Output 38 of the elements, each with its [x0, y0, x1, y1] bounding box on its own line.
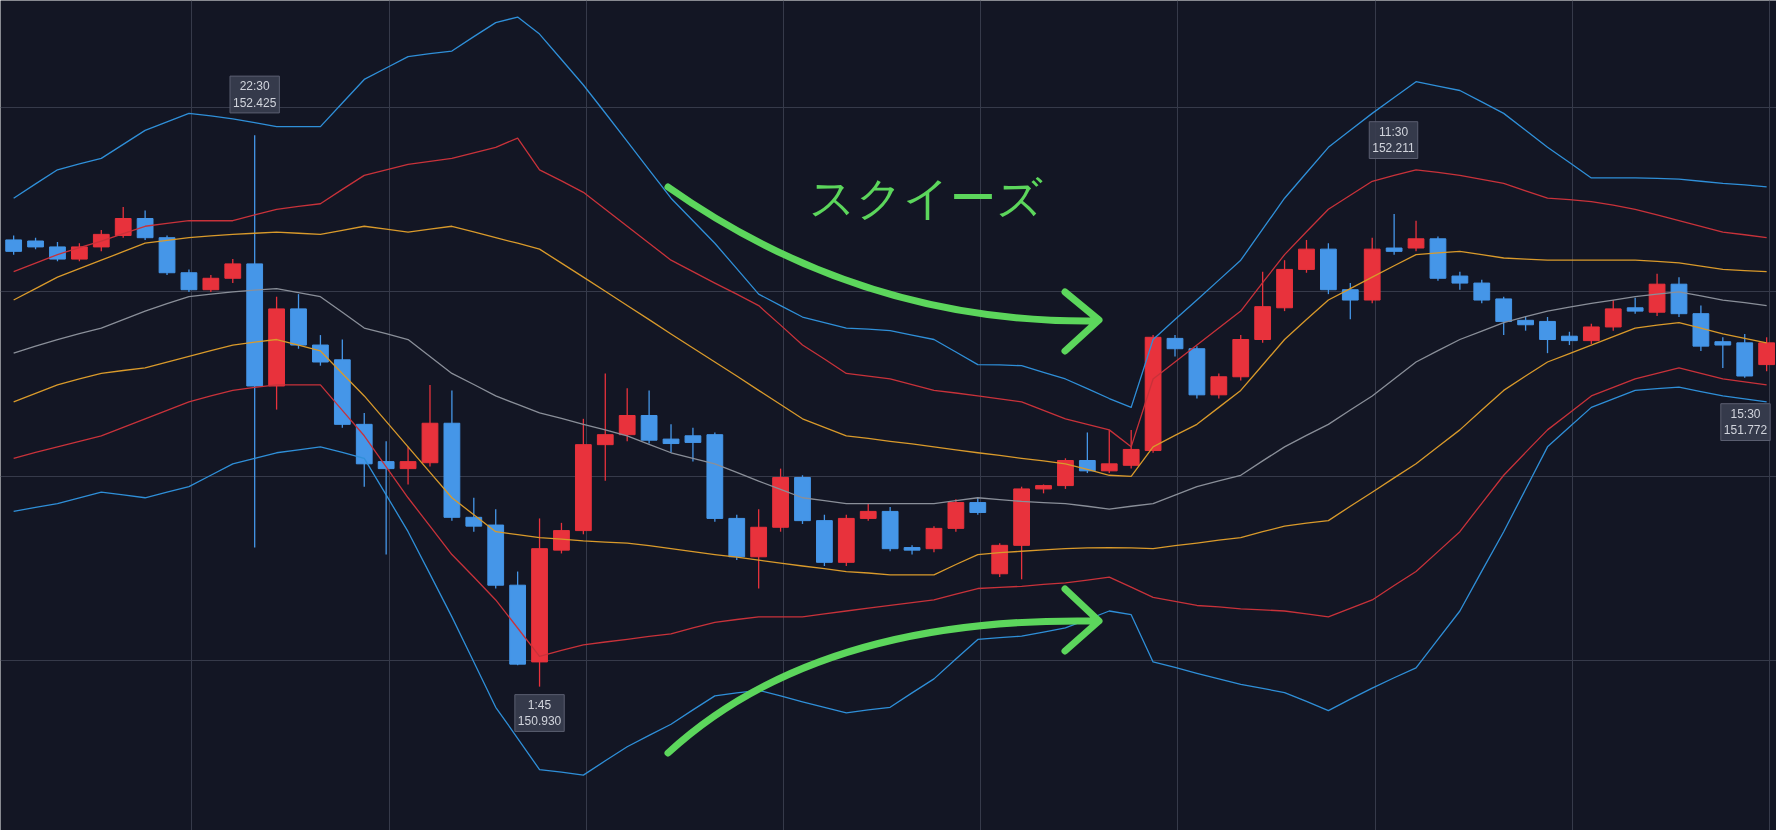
- candlestick: [114, 206, 132, 239]
- candlestick: [1758, 336, 1776, 372]
- candlestick: [1210, 372, 1228, 400]
- candlestick: [5, 234, 23, 256]
- candlestick: [180, 268, 198, 293]
- annotation: 1:45 150.930: [517, 697, 562, 729]
- candlestick: [224, 258, 242, 284]
- candlestick: [1385, 213, 1403, 256]
- candlestick: [903, 544, 921, 556]
- candlestick: [312, 334, 329, 367]
- annotation: 11:30 152.211: [1372, 124, 1416, 156]
- candlestick: [399, 446, 417, 486]
- candlestick: [1166, 334, 1184, 358]
- candlestick: [662, 423, 680, 454]
- annotation: 22:30 152.425: [233, 79, 277, 110]
- candlestick: [1604, 299, 1622, 332]
- candlestick: [925, 525, 943, 554]
- candlestick: [596, 372, 614, 482]
- candlestick: [136, 209, 154, 241]
- candlestick: [1341, 282, 1359, 320]
- candlestick: [1100, 429, 1118, 474]
- candlestick: [1714, 336, 1732, 369]
- annotation: 15:30 151.772: [1723, 406, 1768, 438]
- candlestick: [465, 497, 483, 533]
- candlestick: [1582, 323, 1600, 345]
- candlestick: [684, 427, 702, 463]
- candlestick: [71, 242, 88, 262]
- candlestick: [618, 387, 636, 442]
- candlestick: [1122, 429, 1140, 470]
- candlestick: [553, 522, 570, 555]
- candlestick: [1539, 316, 1556, 354]
- annotation: スクイーズ: [808, 170, 1043, 225]
- candlestick: [1451, 270, 1469, 291]
- candlestick: [1407, 220, 1425, 252]
- candlestick: [1495, 296, 1513, 336]
- candlestick: [377, 440, 395, 556]
- candlestick: [1298, 239, 1315, 274]
- candlestick: [1473, 279, 1491, 305]
